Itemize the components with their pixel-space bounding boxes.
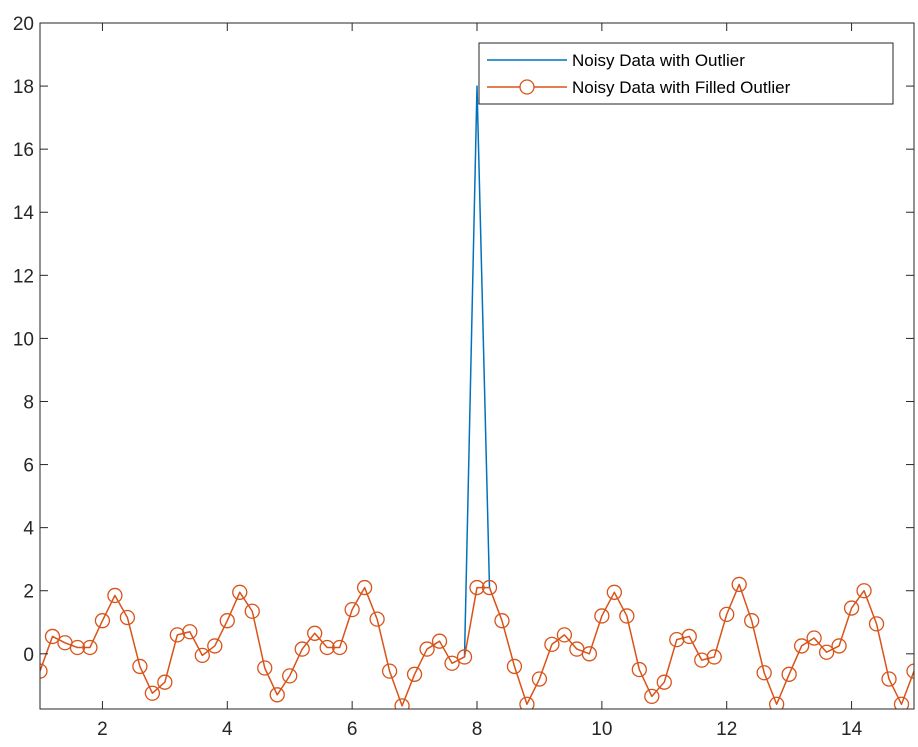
series-1-point: [344, 601, 360, 618]
series-1-point: [232, 584, 248, 600]
series-1-point: [818, 644, 835, 660]
series-1-point: [506, 658, 523, 675]
series-1-point: [44, 628, 61, 645]
series-1-point: [257, 660, 273, 676]
y-tick-label: 12: [13, 266, 34, 287]
series-1-point: [444, 655, 460, 671]
series-1-point: [681, 628, 697, 645]
x-axis: 2 4 6 8 10 12 14: [97, 23, 863, 740]
x-tick-label: 10: [591, 719, 612, 740]
series-1-point: [893, 696, 910, 709]
x-tick-label: 4: [222, 719, 233, 740]
legend-label: Noisy Data with Filled Outlier: [572, 78, 791, 97]
series-1-point: [194, 647, 210, 664]
series-1-point: [669, 631, 685, 648]
series-1-point: [182, 624, 198, 640]
legend-label: Noisy Data with Outlier: [572, 51, 745, 70]
series-1-point: [606, 584, 622, 600]
series-1-point: [481, 579, 498, 596]
series-1-point: [469, 579, 485, 596]
plot-area: [40, 85, 914, 709]
series-1-point: [282, 668, 298, 684]
series-1-point: [40, 663, 48, 679]
y-tick-label: 16: [13, 140, 34, 161]
series-1-point: [219, 613, 235, 629]
series-1-point: [631, 661, 647, 678]
series-1-point: [431, 633, 448, 649]
series-1-point: [307, 625, 323, 641]
series-1-point: [793, 638, 810, 654]
x-tick-label: 2: [97, 719, 108, 740]
series-1-point: [556, 627, 573, 643]
x-tick-label: 12: [716, 719, 737, 740]
series-1-point: [843, 600, 860, 616]
x-tick-label: 14: [841, 719, 863, 740]
series-1-point: [494, 613, 510, 629]
x-tick-label: 8: [472, 719, 483, 740]
series-1-point: [519, 696, 535, 709]
series-1-point: [69, 639, 86, 656]
series-1-point: [207, 638, 223, 654]
series-1-point: [419, 641, 435, 657]
y-tick-label: 6: [23, 456, 34, 477]
y-tick-label: 14: [13, 203, 35, 224]
y-tick-label: 0: [23, 645, 34, 666]
legend: Noisy Data with Outlier Noisy Data with F…: [478, 42, 894, 105]
x-tick-label: 6: [347, 719, 358, 740]
series-1-point: [119, 609, 136, 626]
series-1-point: [644, 688, 660, 705]
series-0-line: [463, 85, 491, 657]
y-tick-label: 2: [23, 582, 34, 603]
y-tick-label: 18: [13, 77, 34, 98]
series-1-point: [594, 608, 610, 624]
axes-box: [39, 22, 915, 710]
series-1-point: [769, 696, 785, 709]
series-1-point: [619, 608, 635, 624]
series-1-point: [744, 613, 760, 629]
series-1-point: [706, 649, 722, 665]
y-axis: 0 2 4 6 8 10 12 14 16 18 20: [13, 14, 914, 666]
series-1-point: [132, 658, 148, 675]
series-1-point: [394, 698, 410, 709]
series-1-point: [369, 611, 385, 627]
series-1-point: [456, 649, 473, 665]
series-1-point: [831, 638, 847, 654]
series-1-point: [781, 666, 797, 682]
series-1-point: [144, 685, 161, 701]
legend-swatch-marker: [519, 79, 535, 95]
series-1-point: [881, 671, 897, 687]
y-tick-label: 8: [23, 392, 34, 413]
series-1-point: [806, 630, 822, 646]
series-1-point: [731, 576, 747, 593]
series-1-point: [294, 641, 310, 657]
series-1-point: [656, 674, 672, 690]
series-1-point: [868, 616, 885, 632]
series-1-point: [169, 627, 185, 643]
y-tick-label: 4: [23, 519, 34, 540]
series-1-point: [856, 583, 872, 599]
series-1-point: [269, 687, 285, 703]
series-1-point: [356, 579, 373, 596]
series-1-point: [82, 639, 98, 656]
series-1-line: [40, 583, 914, 707]
series-1-point: [544, 636, 560, 652]
series-1-point: [332, 639, 348, 656]
series-1-point: [531, 671, 548, 687]
series-1-point: [581, 646, 598, 662]
series-1-point: [406, 666, 423, 682]
y-tick-label: 20: [13, 14, 34, 35]
series-1-point: [381, 663, 398, 679]
series-1-point: [694, 652, 710, 668]
y-tick-label: 10: [13, 329, 34, 350]
series-1-point: [906, 663, 914, 679]
series-1-point: [94, 613, 111, 629]
series-1-point: [719, 606, 735, 623]
legend-box: [478, 42, 894, 105]
series-1-point: [756, 665, 772, 681]
series-1-point: [244, 603, 260, 619]
series-1-point: [107, 587, 123, 604]
series-1-point: [319, 639, 335, 656]
series-1-point: [157, 674, 173, 690]
